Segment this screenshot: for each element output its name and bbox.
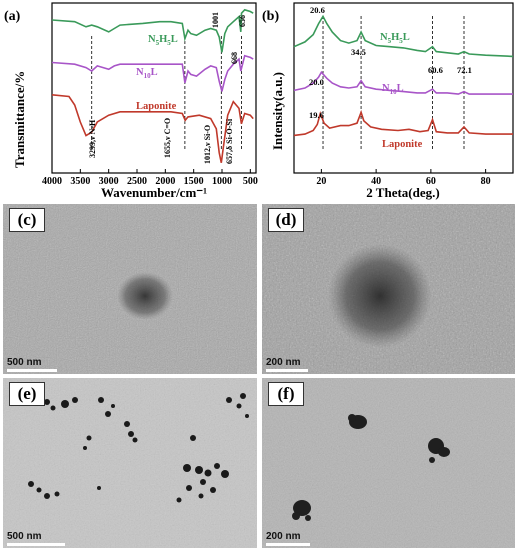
xrd-tick-label: 60 — [426, 176, 436, 187]
xrd-tick-label: 40 — [371, 176, 381, 187]
tem-panel-c: (c) 500 nm — [3, 204, 257, 374]
ftir-series-line — [51, 8, 254, 53]
xrd-peak-20-6: 20.6 — [310, 5, 325, 15]
xrd-svg: (b) Intensity(a.u.) 2 Theta(deg.) 20 40 60… — [262, 2, 514, 200]
panel-b-label: (b) — [262, 9, 279, 24]
xrd-tick-label: 80 — [481, 176, 491, 187]
tem-c-aggregate — [117, 272, 173, 320]
tem-f-label: (f) — [268, 382, 304, 406]
tem-c-scale-bar — [7, 369, 57, 372]
ftir-annot-1012: 1012,ν Si-O — [203, 125, 212, 164]
xrd-label-laponite: Laponite — [382, 139, 423, 150]
tem-e-particles — [28, 393, 249, 503]
ftir-label-laponite: Laponite — [136, 101, 177, 112]
ftir-series-line — [51, 54, 254, 92]
xrd-tick-label: 20 — [316, 176, 326, 187]
xrd-y-axis-label: Intensity(a.u.) — [270, 72, 285, 150]
panel-a-label: (a) — [4, 9, 21, 24]
tem-f-particles — [292, 414, 450, 521]
panel-a-ftir-chart: (a) Transmittance/% Wavenumber/cm⁻¹ 4000… — [0, 0, 258, 200]
xrd-series-line — [293, 70, 513, 95]
xrd-label-n5h5l: N5H5L — [380, 32, 410, 45]
tem-c-label: (c) — [9, 208, 45, 232]
xrd-peak-20-0: 20.0 — [309, 77, 324, 87]
xrd-peak-34-5: 34.5 — [351, 47, 366, 57]
ftir-series-line — [51, 94, 254, 163]
ftir-svg: (a) Transmittance/% Wavenumber/cm⁻¹ 4000… — [4, 2, 258, 200]
ftir-annot-656: 656 — [238, 15, 247, 27]
ftir-tick-label: 3000 — [99, 176, 119, 187]
xrd-peak-60-6: 60.6 — [428, 65, 443, 75]
ftir-tick-label: 500 — [243, 176, 258, 187]
xrd-peak-19-6: 19.6 — [309, 110, 324, 120]
ftir-tick-label: 2500 — [127, 176, 147, 187]
xrd-plot-frame — [293, 2, 514, 174]
xrd-x-axis-label: 2 Theta(deg.) — [366, 185, 439, 200]
ftir-label-n5h5l: N5H5L — [148, 34, 178, 47]
xrd-label-n10l: N10L — [382, 83, 404, 96]
tem-panel-f: (f) 200 nm — [262, 378, 515, 548]
tem-e-scale-bar — [7, 543, 65, 546]
xrd-series-group — [293, 14, 514, 137]
ftir-x-axis-label: Wavenumber/cm⁻¹ — [101, 185, 207, 200]
tem-d-texture — [262, 204, 515, 374]
ftir-x-ticks: 4000 3500 3000 2500 2000 1500 1000 500 — [42, 169, 258, 187]
ftir-annot-3299: 3299,ν N-H — [88, 119, 97, 158]
tem-c-texture — [3, 204, 257, 374]
panel-b-xrd-chart: (b) Intensity(a.u.) 2 Theta(deg.) 20 40 60… — [258, 0, 517, 200]
ftir-tick-label: 2000 — [155, 176, 175, 187]
ftir-annot-1655: 1655,ν C=O — [163, 118, 172, 158]
tem-f-texture — [262, 378, 515, 548]
tem-e-label: (e) — [9, 382, 45, 406]
tem-d-aggregate — [328, 244, 432, 348]
xrd-peak-72-1: 72.1 — [457, 65, 472, 75]
tem-d-scale-bar — [266, 369, 308, 372]
ftir-tick-label: 4000 — [42, 176, 62, 187]
ftir-annot-1001: 1001 — [211, 12, 220, 28]
tem-f-scale-bar — [266, 543, 310, 546]
tem-panel-d: (d) 200 nm — [262, 204, 515, 374]
xrd-series-line — [293, 14, 514, 58]
xrd-x-ticks: 20 40 60 80 — [316, 169, 491, 187]
ftir-y-axis-label: Transmittance/% — [12, 71, 27, 168]
ftir-tick-label: 1000 — [212, 176, 232, 187]
tem-e-scale-text: 500 nm — [7, 531, 42, 542]
ftir-tick-label: 1500 — [184, 176, 204, 187]
ftir-label-n10l: N10L — [136, 67, 158, 80]
tem-d-label: (d) — [268, 208, 304, 232]
ftir-annot-657: 657,δ Si-O-Si — [225, 118, 234, 164]
tem-panel-e: (e) 500 nm — [3, 378, 257, 548]
ftir-annot-668: 668 — [230, 52, 239, 64]
tem-e-texture — [3, 378, 257, 548]
tem-d-scale-text: 200 nm — [266, 357, 301, 368]
tem-c-scale-text: 500 nm — [7, 357, 42, 368]
xrd-series-line — [293, 109, 513, 137]
tem-f-scale-text: 200 nm — [266, 531, 301, 542]
ftir-tick-label: 3500 — [70, 176, 90, 187]
ftir-series-group — [51, 8, 254, 163]
